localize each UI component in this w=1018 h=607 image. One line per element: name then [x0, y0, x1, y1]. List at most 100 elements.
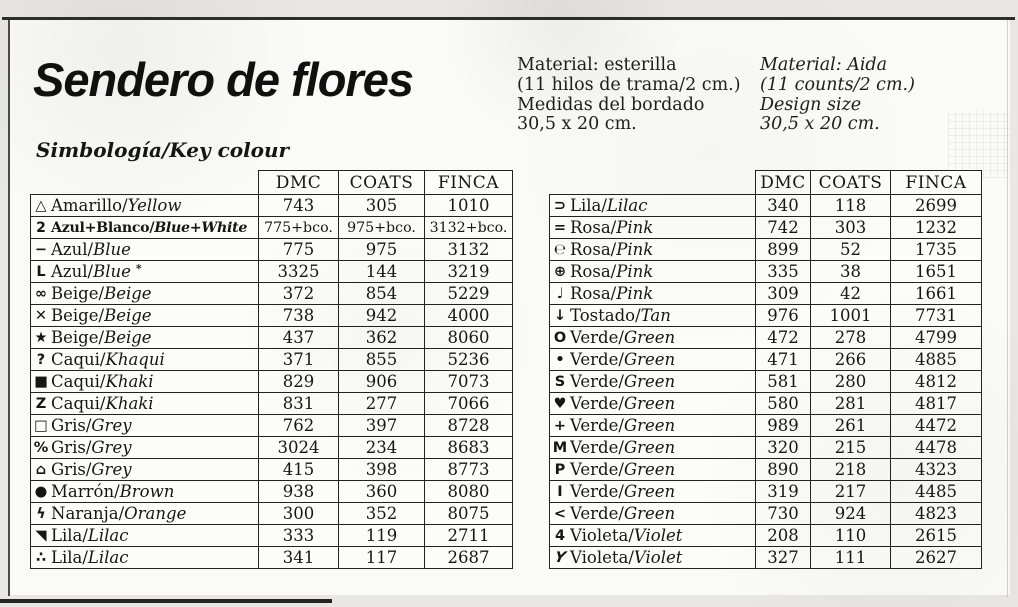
finca-value: 5236 — [424, 348, 513, 371]
symbol-and-name-cell: 2 Azul+Blanco/ Blue+White — [30, 216, 259, 239]
colour-name-en: Pink — [616, 284, 654, 303]
table-row: % Gris/ Grey 3024 234 8683 — [30, 436, 513, 459]
dmc-value: 319 — [755, 480, 811, 503]
table-header-row: DMC COATS FINCA — [31, 170, 513, 195]
symbol-and-name-cell: Z Caqui/ Khaki — [30, 392, 259, 415]
colour-name-en: Grey — [91, 460, 132, 479]
colour-name-en: Blue+White — [154, 219, 248, 236]
table-row: ϟ Naranja/ Orange 300 352 8075 — [30, 502, 513, 525]
colour-name-es: Lila/ — [570, 196, 607, 215]
dmc-value: 327 — [755, 546, 811, 569]
colour-name-en: Green — [623, 416, 676, 435]
dmc-value: 775+bco. — [258, 216, 339, 239]
finca-value: 4812 — [890, 370, 982, 393]
coats-value: 906 — [338, 370, 425, 393]
dmc-value: 738 — [258, 304, 339, 327]
stitch-symbol-icon: ℮ — [553, 241, 567, 258]
coats-value: 111 — [810, 546, 891, 569]
column-header-dmc: DMC — [258, 170, 339, 195]
key-table-right: DMC COATS FINCA ⊃ Lila/ Lilac 340 118 — [549, 170, 982, 569]
colour-name-en: Tan — [640, 306, 671, 325]
finca-value: 7073 — [424, 370, 513, 393]
colour-name-es: Gris/ — [51, 438, 92, 457]
colour-name-es: Gris/ — [51, 460, 92, 479]
symbol-and-name-cell: ● Marrón/ Brown — [30, 480, 259, 503]
symbol-and-name-cell: ♥ Verde/ Green — [549, 392, 756, 415]
finca-value: 4885 — [890, 348, 982, 371]
symbol-and-name-cell: < Verde/ Green — [549, 502, 756, 525]
colour-name-en: Pink — [616, 240, 654, 259]
finca-value: 8060 — [424, 326, 513, 349]
table-row: ? Caqui/ Khaqui 371 855 5236 — [30, 348, 513, 371]
finca-value: 1651 — [890, 260, 982, 283]
finca-value: 5229 — [424, 282, 513, 305]
table-row: = Rosa/ Pink 742 303 1232 — [549, 216, 982, 239]
symbol-and-name-cell: + Verde/ Green — [549, 414, 756, 437]
symbol-and-name-cell: S Verde/ Green — [549, 370, 756, 393]
table-row: M Verde/ Green 320 215 4478 — [549, 436, 982, 459]
symbol-and-name-cell: 4 Violeta/ Violet — [549, 524, 756, 547]
chart-grid-texture — [948, 110, 1010, 178]
coats-value: 38 — [810, 260, 891, 283]
colour-name-en: Blue — [93, 240, 131, 259]
finca-value: 8728 — [424, 414, 513, 437]
table-row: • Verde/ Green 471 266 4885 — [549, 348, 982, 371]
stitch-symbol-icon: L — [36, 263, 46, 280]
colour-name-es: Verde/ — [570, 460, 624, 479]
stitch-symbol-icon: ? — [36, 351, 46, 368]
table-row: ■ Caqui/ Khaki 829 906 7073 — [30, 370, 513, 393]
coats-value: 280 — [810, 370, 891, 393]
header-spacer — [31, 171, 259, 195]
bottom-rule — [0, 599, 332, 603]
dmc-value: 989 — [755, 414, 811, 437]
dmc-value: 762 — [258, 414, 339, 437]
colour-name-en: Green — [623, 394, 676, 413]
stitch-symbol-icon: Y — [553, 549, 567, 566]
colour-name-en: Beige — [104, 284, 152, 303]
finca-value: 2711 — [424, 524, 513, 547]
material-line: 30,5 x 20 cm. — [517, 114, 637, 135]
table-header-row: DMC COATS FINCA — [550, 170, 982, 195]
finca-value: 4478 — [890, 436, 982, 459]
coats-value: 118 — [810, 194, 891, 217]
finca-value: 7066 — [424, 392, 513, 415]
finca-value: 4485 — [890, 480, 982, 503]
colour-name-es: Azul/ — [51, 240, 94, 259]
coats-value: 217 — [810, 480, 891, 503]
coats-value: 360 — [338, 480, 425, 503]
colour-name-es: Azul/ — [51, 262, 94, 281]
coats-value: 855 — [338, 348, 425, 371]
finca-value: 4823 — [890, 502, 982, 525]
colour-name-en: Beige — [104, 328, 152, 347]
dmc-value: 580 — [755, 392, 811, 415]
stitch-symbol-icon: ⌂ — [35, 461, 47, 478]
colour-name-es: Verde/ — [570, 416, 624, 435]
symbol-and-name-cell: ⌂ Gris/ Grey — [30, 458, 259, 481]
column-header-dmc: DMC — [755, 170, 811, 195]
table-row: ⊃ Lila/ Lilac 340 118 2699 — [549, 194, 982, 217]
dmc-value: 890 — [755, 458, 811, 481]
symbol-and-name-cell: Y Violeta/ Violet — [549, 546, 756, 569]
colour-name-es: Tostado/ — [570, 306, 641, 325]
symbol-and-name-cell: ◥ Lila/ Lilac — [30, 524, 259, 547]
table-row: L Azul/ Blue * 3325 144 3219 — [30, 260, 513, 283]
dmc-value: 829 — [258, 370, 339, 393]
symbol-and-name-cell: ℮ Rosa/ Pink — [549, 238, 756, 261]
coats-value: 975 — [338, 238, 425, 261]
colour-name-es: Lila/ — [51, 526, 88, 545]
colour-name-es: Gris/ — [51, 416, 92, 435]
colour-name-en: Violet — [633, 526, 683, 545]
table-row: ● Marrón/ Brown 938 360 8080 — [30, 480, 513, 503]
stitch-symbol-icon: ⊕ — [553, 263, 567, 280]
stitch-symbol-icon: ⊃ — [553, 197, 567, 214]
table-row: ∴ Lila/ Lilac 341 117 2687 — [30, 546, 513, 569]
table-row: < Verde/ Green 730 924 4823 — [549, 502, 982, 525]
finca-value: 1232 — [890, 216, 982, 239]
finca-value: 4472 — [890, 414, 982, 437]
colour-name-en: Pink — [616, 218, 654, 237]
table-row: Y Violeta/ Violet 327 111 2627 — [549, 546, 982, 569]
stitch-symbol-icon: < — [553, 505, 567, 522]
symbol-and-name-cell: L Azul/ Blue * — [30, 260, 259, 283]
finca-value: 2699 — [890, 194, 982, 217]
